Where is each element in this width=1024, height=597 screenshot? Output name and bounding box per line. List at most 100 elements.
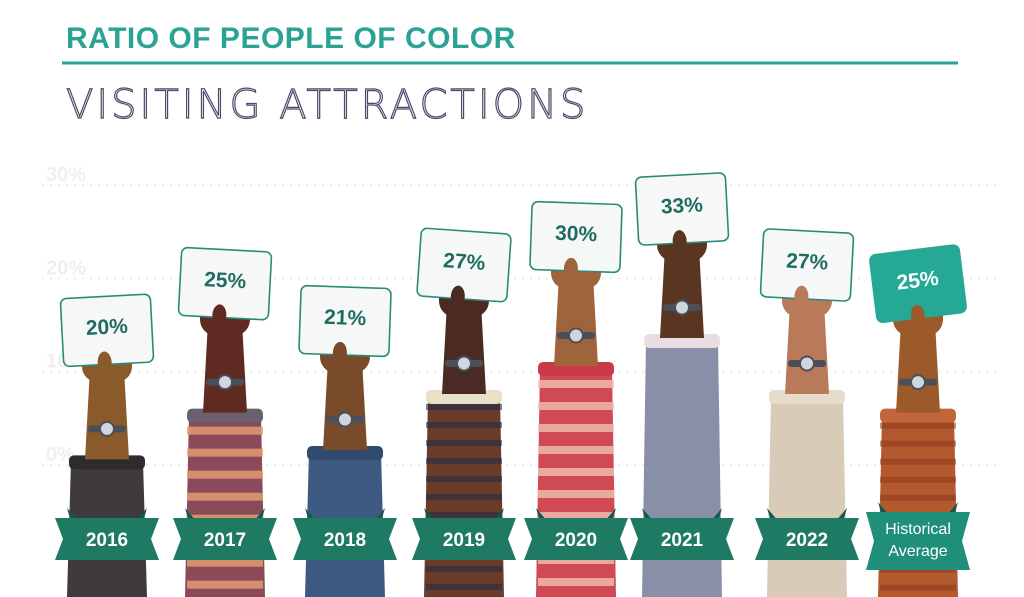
category-ribbon: 2016 — [55, 508, 159, 560]
sleeve-pattern — [426, 440, 502, 446]
category-ribbon: 2017 — [173, 508, 277, 560]
sleeve-pattern — [426, 584, 502, 590]
chart-subtitle: VISITING ATTRACTIONS — [66, 82, 588, 128]
value-card: 20% — [59, 293, 155, 374]
watch-face — [799, 355, 815, 372]
thumb — [910, 304, 926, 327]
value-card: 33% — [634, 172, 730, 253]
sleeve-stripe — [187, 470, 263, 479]
category-label: 2018 — [324, 530, 366, 551]
forearm — [660, 247, 704, 338]
y-tick-label: 30% — [46, 164, 86, 186]
sleeve-stripe — [187, 492, 263, 501]
sleeve — [424, 390, 504, 597]
forearm — [85, 368, 129, 460]
arm-group: 33% 2021 — [630, 172, 734, 597]
category-label: 2017 — [204, 530, 246, 551]
thumb — [450, 285, 465, 308]
sleeve-stripe — [538, 446, 614, 454]
thumb — [332, 341, 347, 364]
sleeve-stripe — [538, 402, 614, 410]
value-card: 27% — [416, 227, 512, 308]
ribbon-body — [524, 518, 628, 560]
sleeve-pattern — [426, 458, 502, 464]
watch-face — [674, 299, 690, 316]
arm-group: 27% 2019 — [412, 227, 516, 597]
sleeve-stripe — [187, 580, 263, 589]
arm-group: 27% 2022 — [755, 228, 859, 597]
category-ribbon: 2020 — [524, 508, 628, 560]
y-tick-label: 0% — [46, 444, 75, 466]
sleeve-stripe — [187, 426, 263, 435]
watch-face — [910, 374, 926, 391]
category-label: 2021 — [661, 530, 704, 551]
category-label: Average — [888, 543, 947, 560]
sleeve-stripe — [187, 448, 263, 457]
category-label: 2020 — [555, 530, 597, 551]
ribbon-body — [630, 518, 734, 560]
sleeve-pattern — [426, 422, 502, 428]
watch-face — [456, 355, 472, 372]
category-label: 2022 — [786, 530, 828, 551]
sleeve — [767, 390, 847, 597]
thumb — [212, 304, 227, 327]
category-ribbon: 2021 — [630, 508, 734, 560]
thumb — [97, 351, 112, 374]
ribbon-body — [866, 512, 970, 570]
value-card: 21% — [298, 284, 392, 364]
arm-group: 20% 2016 — [55, 293, 159, 597]
thumb — [563, 257, 578, 280]
ribbon-body — [293, 518, 397, 560]
sleeve-stripe — [538, 468, 614, 476]
y-tick-label: 20% — [46, 257, 86, 279]
value-label: 27% — [442, 249, 486, 275]
arm-group: 25% Historical Average — [866, 244, 970, 597]
forearm — [203, 321, 247, 413]
arms: 20% 2016 25% 2017 21% 2018 27% 2019 30% 2020 33% 20… — [55, 172, 970, 597]
watch-face — [217, 374, 233, 391]
category-label: Historical — [885, 521, 951, 538]
watch-face — [99, 420, 115, 437]
sleeve-pattern — [880, 494, 956, 501]
forearm — [785, 303, 829, 394]
value-label: 25% — [204, 268, 248, 293]
value-card: 27% — [759, 228, 855, 308]
sleeve-pattern — [880, 476, 956, 483]
sleeve-pattern — [426, 566, 502, 572]
sleeve-pattern — [426, 404, 502, 410]
sleeve-pattern — [426, 512, 502, 518]
ribbon-body — [173, 518, 277, 560]
forearm — [323, 359, 367, 450]
watch-face — [568, 327, 584, 344]
sleeve-pattern — [880, 458, 956, 465]
value-label: 27% — [786, 249, 830, 274]
watch-face — [337, 411, 353, 428]
value-label: 20% — [85, 315, 129, 340]
category-ribbon: Historical Average — [866, 502, 970, 570]
sleeve-stripe — [538, 380, 614, 388]
arm-group: 25% 2017 — [173, 246, 277, 597]
category-ribbon: 2019 — [412, 508, 516, 560]
value-label: 21% — [324, 306, 367, 330]
sleeve-pattern — [880, 440, 956, 447]
gridlines — [42, 184, 1000, 466]
forearm — [896, 321, 940, 413]
sleeve-stripe — [538, 490, 614, 498]
chart-title: RATIO OF PEOPLE OF COLOR — [66, 22, 516, 55]
sleeve-pattern — [880, 584, 956, 591]
y-axis-ticks: 0%10%20%30% — [46, 164, 86, 466]
sleeve-stripe — [538, 512, 614, 520]
thumb — [672, 230, 687, 253]
sleeve-stripe — [187, 558, 263, 567]
category-label: 2016 — [86, 530, 128, 551]
value-card: 25% — [869, 244, 967, 327]
arm-group: 30% 2020 — [524, 200, 628, 597]
category-ribbon: 2022 — [755, 508, 859, 560]
value-label: 30% — [555, 222, 598, 246]
value-card: 30% — [529, 200, 623, 280]
sleeve-stripe — [538, 578, 614, 586]
arm-group: 21% 2018 — [293, 284, 397, 597]
thumb — [794, 285, 809, 308]
